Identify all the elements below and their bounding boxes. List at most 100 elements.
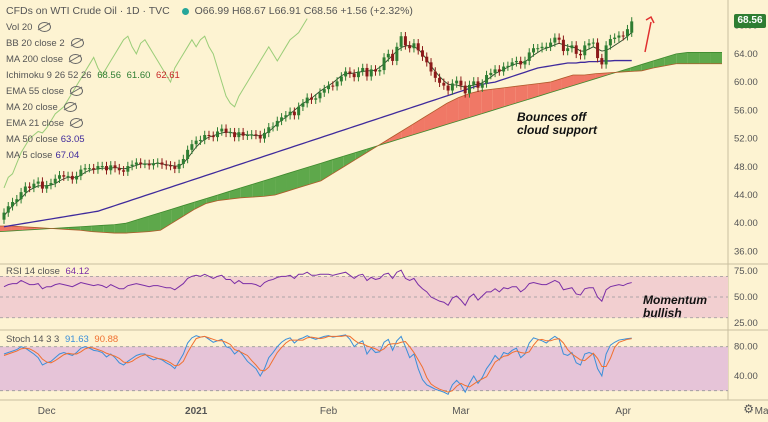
- candle-up: [301, 103, 305, 107]
- candle-down: [40, 181, 44, 189]
- legend-ma50[interactable]: MA 50 close 63.05: [6, 134, 85, 145]
- candle-up: [566, 48, 570, 52]
- candle-down: [476, 81, 480, 88]
- legend-bb[interactable]: BB 20 close 2: [6, 38, 84, 49]
- ma50-value: 63.05: [60, 134, 85, 145]
- candle-down: [139, 162, 143, 164]
- candle-up: [523, 60, 527, 65]
- candle-up: [220, 128, 224, 132]
- cloud-segment-bullish: [332, 156, 344, 174]
- candle-down: [160, 162, 164, 165]
- cloud-segment-bearish: [595, 72, 608, 79]
- candle-up: [58, 175, 62, 179]
- candle-up: [134, 162, 138, 165]
- cloud-segment-bearish: [401, 124, 413, 139]
- cloud-segment-bearish: [11, 226, 23, 231]
- price-tick-label: 56.00: [734, 105, 758, 116]
- candle-up: [532, 48, 536, 53]
- cloud-segment-bullish: [217, 191, 230, 201]
- rsi-legend[interactable]: RSI 14 close 64.12: [6, 266, 90, 277]
- hidden-eye-icon[interactable]: [38, 22, 52, 33]
- candle-down: [433, 71, 437, 78]
- time-tick-label: Apr: [615, 406, 631, 417]
- candle-up: [382, 57, 386, 71]
- candle-down: [463, 85, 467, 94]
- candle-up: [489, 72, 493, 76]
- legend-ma200[interactable]: MA 200 close: [6, 54, 83, 65]
- candle-up: [198, 139, 202, 141]
- price-tick-label: 36.00: [734, 246, 758, 257]
- legend-ma20[interactable]: MA 20 close: [6, 102, 77, 113]
- cloud-segment-bullish: [114, 223, 127, 234]
- candle-up: [344, 71, 348, 77]
- hidden-eye-icon[interactable]: [69, 54, 83, 65]
- cloud-segment-bullish: [710, 52, 722, 64]
- candle-up: [506, 65, 510, 67]
- candle-down: [224, 128, 228, 133]
- price-axis: 36.00 40.00 44.00 48.00 52.00 56.00 60.00 64.00…: [734, 21, 758, 382]
- cloud-segment-bearish: [0, 226, 12, 232]
- candle-up: [591, 42, 595, 44]
- candle-up: [297, 106, 301, 116]
- symbol-title[interactable]: CFDs on WTI Crude Oil · 1D · TVC: [6, 5, 170, 17]
- stoch-k-value: 91.63: [65, 334, 89, 345]
- candle-down: [70, 175, 74, 180]
- candle-up: [608, 39, 612, 46]
- cloud-segment-bearish: [458, 93, 470, 121]
- price-tick-label: 48.00: [734, 162, 758, 173]
- candle-down: [574, 45, 578, 54]
- candle-up: [412, 43, 416, 49]
- cloud-segment-bearish: [389, 131, 402, 143]
- candle-up: [203, 135, 207, 140]
- candle-down: [104, 166, 108, 171]
- candle-down: [438, 77, 442, 83]
- candle-up: [250, 134, 254, 136]
- rsi-annotation-line2: bullish: [643, 306, 682, 320]
- rsi-pane: [0, 269, 728, 319]
- candle-down: [309, 97, 313, 100]
- candle-down: [596, 42, 600, 59]
- cloud-segment-bearish: [492, 87, 505, 111]
- settings-gear-icon[interactable]: ⚙: [743, 402, 754, 416]
- candle-up: [613, 37, 617, 40]
- rsi-tick-label: 50.00: [734, 292, 758, 303]
- candle-up: [49, 182, 53, 186]
- cloud-segment-bearish: [527, 83, 539, 100]
- cloud-segment-bullish: [286, 170, 298, 192]
- candle-up: [467, 84, 471, 94]
- cloud-segment-bullish: [676, 52, 688, 64]
- ma50-line: [3, 59, 632, 228]
- candle-up: [6, 206, 10, 213]
- cloud-segment-bullish: [183, 202, 195, 217]
- candle-up: [314, 98, 318, 100]
- legend-ichimoku[interactable]: Ichimoku 9 26 52 26 68.56 61.60 62.61: [6, 70, 180, 81]
- candle-up: [66, 175, 70, 177]
- hidden-eye-icon[interactable]: [70, 118, 84, 129]
- candle-down: [442, 82, 446, 86]
- cloud-segment-bearish: [435, 103, 447, 128]
- candle-up: [19, 192, 23, 200]
- candle-up: [540, 46, 544, 49]
- legend-ema21[interactable]: EMA 21 close: [6, 118, 84, 129]
- cloud-segment-bearish: [561, 75, 574, 90]
- candle-up: [190, 144, 194, 150]
- stoch-legend[interactable]: Stoch 14 3 3 91.63 90.88: [6, 334, 119, 345]
- candle-down: [122, 170, 126, 172]
- candle-up: [194, 140, 198, 145]
- hidden-eye-icon[interactable]: [63, 102, 77, 113]
- candle-down: [331, 85, 335, 87]
- hidden-eye-icon[interactable]: [70, 86, 84, 97]
- legend-vol[interactable]: Vol 20: [6, 22, 52, 33]
- grid-lines: [0, 0, 768, 401]
- cloud-segment-bullish: [263, 177, 276, 197]
- cloud-segment-bullish: [252, 180, 264, 198]
- candle-up: [527, 52, 531, 61]
- candle-up: [23, 186, 27, 193]
- legend-ma5[interactable]: MA 5 close 67.04: [6, 150, 80, 161]
- legend-ema55[interactable]: EMA 55 close: [6, 86, 84, 97]
- hidden-eye-icon[interactable]: [70, 38, 84, 49]
- cloud-segment-bullish: [148, 212, 161, 232]
- candle-up: [130, 164, 134, 167]
- cloud-segment-bearish: [584, 73, 596, 83]
